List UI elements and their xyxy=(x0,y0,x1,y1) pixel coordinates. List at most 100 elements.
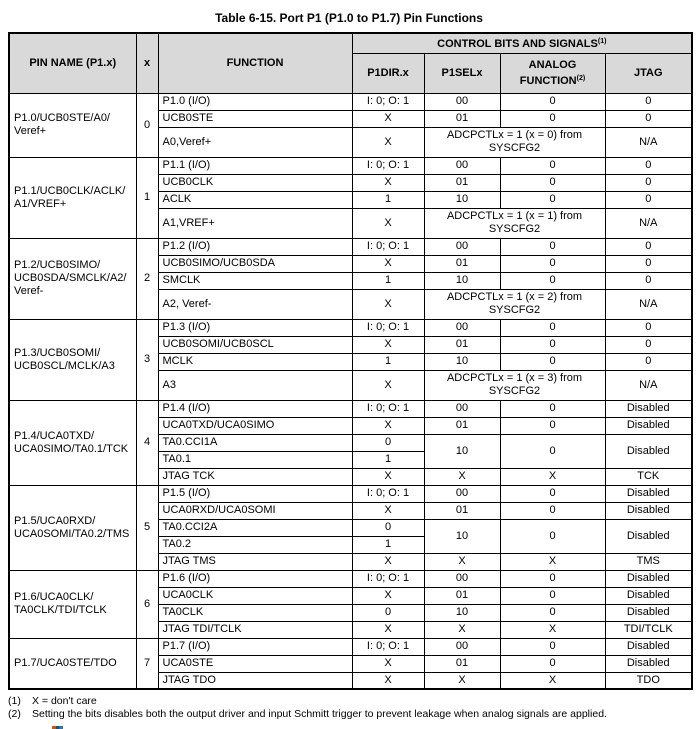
adcpctl-cell: ADCPCTLx = 1 (x = 3) from SYSCFG2 xyxy=(423,369,606,401)
logo-stripe xyxy=(56,726,59,729)
pin-name-cell: P1.6/UCA0CLK/ TA0CLK/TDI/TCLK xyxy=(8,569,137,639)
p1dir-cell: X xyxy=(351,109,425,128)
analog-cell: 0 xyxy=(499,156,606,175)
function-cell: UCA0RXD/UCA0SOMI xyxy=(157,501,353,520)
analog-cell: 0 xyxy=(499,416,606,435)
footnote-ref-1: (1) xyxy=(597,38,607,46)
table-row: UCA0TXD/UCA0SIMO X 01 0 Disabled xyxy=(9,416,693,435)
jtag-cell: N/A xyxy=(604,207,693,239)
jtag-cell: Disabled xyxy=(604,501,693,520)
analog-cell: 0 xyxy=(499,271,606,290)
footnote: (2) Setting the bits disables both the o… xyxy=(8,708,698,721)
function-cell: UCA0STE xyxy=(157,654,353,673)
table-row: P1.2/UCB0SIMO/ UCB0SDA/SMCLK/A2/ Veref- … xyxy=(8,237,693,320)
header-p1sel: P1SELx xyxy=(423,52,501,94)
table-row: P1.0/UCB0STE/A0/ Veref+ 0 P1.0 (I/O) I: … xyxy=(8,92,693,158)
table-row: A2, Veref- X ADCPCTLx = 1 (x = 2) from S… xyxy=(9,288,693,320)
p1dir-cell: 1 xyxy=(351,190,425,209)
function-cell: A0,Veref+ xyxy=(157,126,353,158)
header-x: x xyxy=(135,32,159,94)
p1sel-cell: 01 xyxy=(423,254,501,273)
header-analog-label: ANALOG FUNCTION xyxy=(519,58,577,87)
x-cell: 1 xyxy=(135,156,159,239)
header-function: FUNCTION xyxy=(157,32,353,94)
analog-cell: 0 xyxy=(499,433,606,469)
analog-cell: 0 xyxy=(499,92,606,111)
function-cell: ACLK xyxy=(157,190,353,209)
p1sel-cell: 00 xyxy=(423,569,501,588)
p1dir-cell: I: 0; O: 1 xyxy=(351,399,425,418)
p1dir-cell: X xyxy=(351,369,425,401)
function-cell: A2, Veref- xyxy=(157,288,353,320)
function-cell: P1.1 (I/O) xyxy=(157,156,353,175)
x-cell: 4 xyxy=(135,399,159,486)
jtag-cell: TCK xyxy=(604,467,693,486)
table-row: UCB0SOMI/UCB0SCL X 01 0 0 xyxy=(9,335,693,354)
p1sel-cell: 00 xyxy=(423,637,501,656)
p1dir-cell: 1 xyxy=(351,352,425,371)
function-cell: P1.7 (I/O) xyxy=(157,637,353,656)
analog-cell: 0 xyxy=(499,335,606,354)
jtag-cell: 0 xyxy=(604,254,693,273)
function-cell: JTAG TDI/TCLK xyxy=(157,620,353,639)
function-cell: A3 xyxy=(157,369,353,401)
pin-name-cell: P1.5/UCA0RXD/ UCA0SOMI/TA0.2/TMS xyxy=(8,484,137,571)
function-cell: TA0.CCI1A xyxy=(157,433,353,452)
function-cell: P1.3 (I/O) xyxy=(157,318,353,337)
function-cell: JTAG TCK xyxy=(157,467,353,486)
x-cell: 3 xyxy=(135,318,159,401)
function-cell: UCB0STE xyxy=(157,109,353,128)
p1dir-cell: X xyxy=(351,671,425,690)
jtag-cell: Disabled xyxy=(604,586,693,605)
analog-cell: 0 xyxy=(499,254,606,273)
jtag-cell: 0 xyxy=(604,335,693,354)
analog-cell: 0 xyxy=(499,352,606,371)
p1dir-cell: 1 xyxy=(351,450,425,469)
jtag-cell: TDI/TCLK xyxy=(604,620,693,639)
jtag-cell: Disabled xyxy=(604,433,693,469)
table-row: TA0CLK 0 10 0 Disabled xyxy=(9,603,693,622)
jtag-cell: Disabled xyxy=(604,637,693,656)
pin-name-cell: P1.2/UCB0SIMO/ UCB0SDA/SMCLK/A2/ Veref- xyxy=(8,237,137,320)
table-row: JTAG TMS X X X TMS xyxy=(9,552,693,571)
p1sel-cell: X xyxy=(423,620,501,639)
jtag-cell: 0 xyxy=(604,109,693,128)
p1sel-cell: 01 xyxy=(423,586,501,605)
jtag-cell: Disabled xyxy=(604,484,693,503)
function-cell: TA0.2 xyxy=(157,535,353,554)
pin-name-cell: P1.7/UCA0STE/TDO xyxy=(8,637,137,690)
function-cell: P1.5 (I/O) xyxy=(157,484,353,503)
function-cell: P1.6 (I/O) xyxy=(157,569,353,588)
p1sel-cell: 10 xyxy=(423,433,501,469)
jtag-cell: 0 xyxy=(604,237,693,256)
p1dir-cell: X xyxy=(351,416,425,435)
table-row: ACLK 1 10 0 0 xyxy=(9,190,693,209)
pin-name-cell: P1.3/UCB0SOMI/ UCB0SCL/MCLK/A3 xyxy=(8,318,137,401)
jtag-cell: Disabled xyxy=(604,603,693,622)
p1sel-cell: 00 xyxy=(423,399,501,418)
analog-cell: 0 xyxy=(499,318,606,337)
footnote-number: (2) xyxy=(8,708,21,720)
table-row: A0,Veref+ X ADCPCTLx = 1 (x = 0) from SY… xyxy=(9,126,693,158)
jtag-cell: 0 xyxy=(604,352,693,371)
table-row: P1.3/UCB0SOMI/ UCB0SCL/MCLK/A3 3 P1.3 (I… xyxy=(8,318,693,401)
jtag-cell: 0 xyxy=(604,92,693,111)
p1dir-cell: 0 xyxy=(351,603,425,622)
table-row: TA0.CCI2A 0 10 0 Disabled xyxy=(9,518,693,554)
jtag-cell: Disabled xyxy=(604,416,693,435)
p1dir-cell: X xyxy=(351,126,425,158)
table-row: JTAG TDO X X X TDO xyxy=(9,671,693,690)
function-cell: P1.0 (I/O) xyxy=(157,92,353,111)
adcpctl-cell: ADCPCTLx = 1 (x = 2) from SYSCFG2 xyxy=(423,288,606,320)
function-cell: P1.4 (I/O) xyxy=(157,399,353,418)
adcpctl-cell: ADCPCTLx = 1 (x = 1) from SYSCFG2 xyxy=(423,207,606,239)
p1dir-cell: X xyxy=(351,173,425,192)
table-row: A3 X ADCPCTLx = 1 (x = 3) from SYSCFG2 N… xyxy=(9,369,693,401)
p1dir-cell: 1 xyxy=(351,271,425,290)
x-cell: 5 xyxy=(135,484,159,571)
footnote-number: (1) xyxy=(8,695,21,707)
footnotes: (1) X = don't care (2) Setting the bits … xyxy=(8,695,698,721)
x-cell: 0 xyxy=(135,92,159,158)
function-cell: UCA0TXD/UCA0SIMO xyxy=(157,416,353,435)
p1sel-cell: X xyxy=(423,671,501,690)
